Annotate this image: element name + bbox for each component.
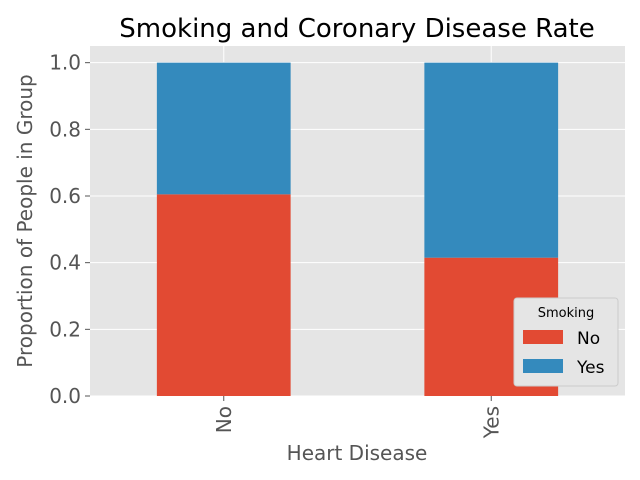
- chart-title: Smoking and Coronary Disease Rate: [119, 14, 594, 44]
- legend-label-yes: Yes: [576, 358, 605, 378]
- y-tick-label: 0.6: [49, 184, 81, 208]
- bar-no-smoking-yes: [156, 62, 291, 195]
- x-ticks: No Yes: [212, 396, 503, 439]
- legend: Smoking No Yes: [513, 297, 619, 387]
- legend-swatch-no: [523, 330, 563, 344]
- y-tick-label: 0.2: [49, 317, 81, 341]
- y-tick-label: 0.8: [49, 117, 81, 141]
- y-axis-label: Proportion of People in Group: [13, 74, 37, 367]
- y-ticks: 0.0 0.2 0.4 0.6 0.8 1.0: [49, 51, 90, 408]
- x-tick-label: No: [212, 406, 236, 433]
- legend-title: Smoking: [538, 306, 595, 321]
- bar-yes-smoking-yes: [424, 62, 559, 258]
- y-tick-label: 1.0: [49, 51, 81, 75]
- x-tick-label: Yes: [479, 406, 503, 439]
- bar-no-smoking-no: [156, 194, 291, 396]
- x-axis-label: Heart Disease: [287, 441, 428, 465]
- legend-swatch-yes: [523, 359, 563, 373]
- bars: [156, 62, 559, 396]
- y-tick-label: 0.0: [49, 384, 81, 408]
- legend-label-no: No: [577, 329, 600, 349]
- y-tick-label: 0.4: [49, 251, 81, 275]
